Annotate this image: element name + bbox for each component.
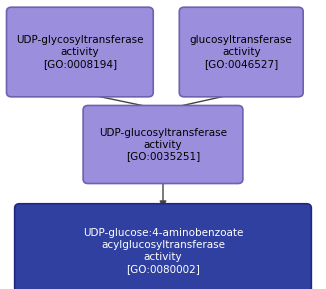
FancyBboxPatch shape: [15, 204, 311, 289]
Text: glucosyltransferase
activity
[GO:0046527]: glucosyltransferase activity [GO:0046527…: [190, 35, 293, 69]
Text: UDP-glucose:4-aminobenzoate
acylglucosyltransferase
activity
[GO:0080002]: UDP-glucose:4-aminobenzoate acylglucosyl…: [83, 228, 243, 275]
FancyBboxPatch shape: [7, 7, 153, 97]
FancyBboxPatch shape: [179, 7, 303, 97]
Text: UDP-glycosyltransferase
activity
[GO:0008194]: UDP-glycosyltransferase activity [GO:000…: [16, 35, 144, 69]
FancyBboxPatch shape: [83, 105, 243, 184]
Text: UDP-glucosyltransferase
activity
[GO:0035251]: UDP-glucosyltransferase activity [GO:003…: [99, 127, 227, 162]
